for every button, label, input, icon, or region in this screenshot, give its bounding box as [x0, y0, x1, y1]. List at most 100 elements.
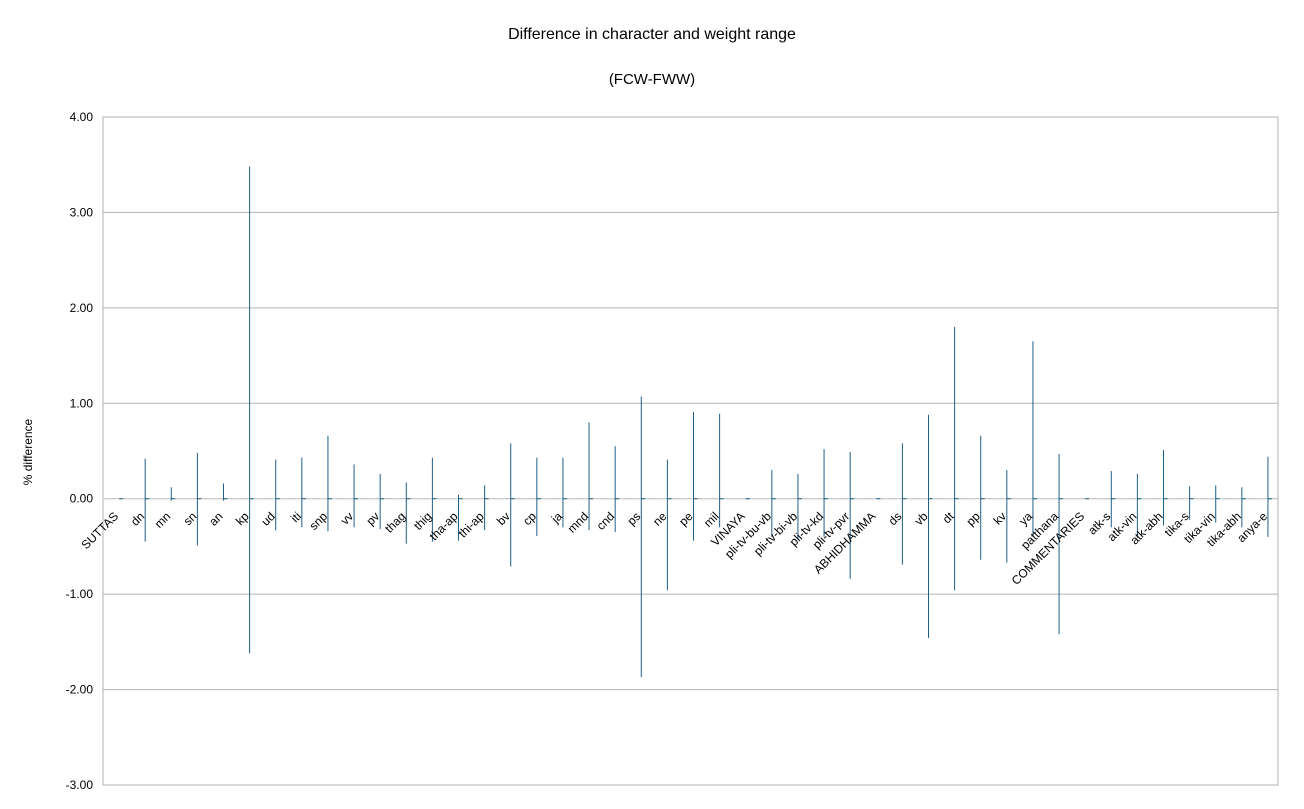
x-tick-label: pp — [963, 509, 983, 529]
bar — [1241, 487, 1243, 499]
bar — [719, 498, 721, 528]
bar-zero-marker — [536, 498, 541, 500]
bar — [771, 498, 773, 537]
bar — [1163, 450, 1164, 499]
bar — [1110, 471, 1112, 499]
plot-border — [102, 116, 1279, 786]
bar — [666, 498, 668, 591]
bar — [719, 413, 721, 499]
bar-zero-marker — [1111, 498, 1116, 500]
x-tick-label: thag — [382, 509, 408, 535]
x-tick-label: mil — [701, 509, 722, 530]
bar-zero-marker — [771, 498, 776, 500]
bar — [562, 457, 564, 499]
bar — [1032, 498, 1034, 537]
bar — [431, 498, 433, 542]
bar — [614, 498, 616, 533]
bar — [954, 498, 956, 591]
bar-zero-marker — [797, 498, 802, 500]
bar-zero-marker — [1059, 498, 1064, 500]
x-tick-label: vb — [912, 509, 931, 528]
bar-zero-marker — [1215, 498, 1220, 500]
x-tick-label: pe — [676, 509, 696, 529]
bar — [1058, 498, 1060, 635]
bar — [353, 498, 355, 528]
bar — [484, 485, 486, 499]
bar-zero-marker — [458, 498, 463, 500]
bar-zero-marker — [719, 498, 724, 500]
bar — [1163, 498, 1164, 526]
bar — [458, 494, 459, 499]
bar — [901, 498, 903, 565]
y-tick-labels: 4.00 3.00 2.00 1.00 0.00 -1.00 -2.00 -3.00 — [66, 110, 94, 792]
bar — [901, 443, 903, 499]
x-tick-label: anya-e — [1234, 509, 1270, 545]
bar — [1058, 453, 1060, 499]
bar-zero-marker — [1006, 498, 1011, 500]
bar — [771, 470, 773, 499]
x-tick-label: ud — [258, 509, 277, 528]
x-tick-label: cnd — [594, 509, 618, 533]
bar — [196, 452, 198, 499]
bar — [1006, 470, 1008, 499]
y-tick-label: -3.00 — [66, 778, 94, 792]
bar — [327, 435, 329, 499]
bar — [510, 443, 512, 499]
bar — [954, 326, 956, 499]
bar-zero-marker — [171, 498, 176, 500]
bar-zero-marker — [693, 498, 698, 500]
bar — [849, 451, 851, 499]
bar — [249, 166, 251, 499]
bar-zero-marker — [119, 498, 124, 500]
bar-zero-marker — [824, 498, 829, 500]
bar-zero-marker — [1241, 498, 1246, 500]
bar — [144, 458, 146, 499]
bar — [1136, 473, 1138, 499]
x-tick-label: vv — [338, 509, 356, 527]
x-tick-label: ps — [625, 509, 644, 528]
bar-zero-marker — [380, 498, 385, 500]
bar-zero-marker — [406, 498, 411, 500]
bar — [797, 473, 799, 499]
y-tick-label: -2.00 — [66, 683, 94, 697]
bar — [666, 459, 668, 499]
bar-zero-marker — [510, 498, 515, 500]
x-tick-label: ya — [1016, 509, 1035, 528]
bar — [379, 498, 381, 530]
x-tick-label: cp — [520, 509, 539, 528]
x-tick-label: thi-ap — [456, 509, 487, 540]
x-tick-label: an — [206, 509, 225, 528]
bar-zero-marker — [1163, 498, 1168, 500]
bar-zero-marker — [745, 498, 750, 500]
bar-zero-marker — [249, 498, 254, 500]
grid-layer — [102, 116, 1279, 786]
bar — [1215, 498, 1217, 523]
y-tick-label: 2.00 — [70, 301, 94, 315]
bar — [275, 459, 277, 499]
bar — [928, 414, 929, 499]
bar — [693, 498, 694, 541]
bar-zero-marker — [562, 498, 567, 500]
bar-zero-marker — [354, 498, 359, 500]
chart-subtitle: (FCW-FWW) — [608, 71, 696, 88]
bar-zero-marker — [327, 498, 332, 500]
y-tick-label: -1.00 — [66, 587, 94, 601]
bar-zero-marker — [1032, 498, 1037, 500]
x-tick-label: dn — [128, 509, 147, 528]
bar-layer — [119, 166, 1272, 678]
x-tick-label: mn — [152, 509, 174, 531]
bar — [588, 422, 590, 499]
x-tick-label: pv — [363, 509, 382, 528]
bar-zero-marker — [615, 498, 620, 500]
bar — [196, 498, 198, 546]
bar — [301, 498, 303, 528]
bar — [458, 498, 459, 541]
bar — [928, 498, 929, 639]
bar — [1032, 341, 1034, 499]
bar-zero-marker — [1189, 498, 1194, 500]
bar — [223, 498, 224, 501]
bar — [275, 498, 277, 531]
bar-zero-marker — [145, 498, 150, 500]
bar — [223, 483, 224, 499]
bar — [1267, 498, 1269, 537]
